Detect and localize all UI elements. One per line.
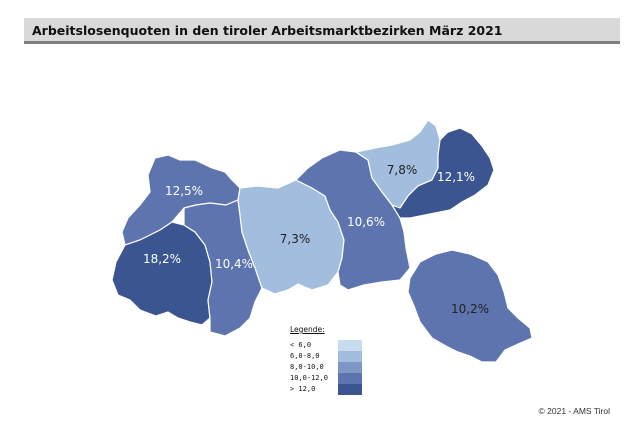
- title-bar: Arbeitslosenquoten in den tiroler Arbeit…: [24, 18, 620, 44]
- label-kufstein: 7,8%: [387, 163, 418, 177]
- label-schwaz: 10,6%: [347, 215, 385, 229]
- region-lienz[interactable]: [407, 249, 533, 363]
- legend-item: 10,0-12,0: [290, 373, 375, 384]
- copyright-text: © 2021 - AMS Tirol: [538, 406, 610, 416]
- legend-swatch: [338, 362, 362, 373]
- legend-item-label: 8,0-10,0: [290, 363, 324, 371]
- label-kitzbuehel: 12,1%: [437, 170, 475, 184]
- legend-item: < 6,0: [290, 340, 375, 351]
- legend-item: 6,0-8,0: [290, 351, 375, 362]
- label-innsbruck: 7,3%: [280, 232, 311, 246]
- legend-item-label: > 12,0: [290, 385, 316, 393]
- legend-swatch: [338, 351, 362, 362]
- label-lienz: 10,2%: [451, 302, 489, 316]
- page-title: Arbeitslosenquoten in den tiroler Arbeit…: [32, 23, 503, 38]
- legend-item-label: < 6,0: [290, 341, 312, 349]
- label-reutte: 12,5%: [165, 184, 203, 198]
- label-landeck: 18,2%: [143, 252, 181, 266]
- legend-title: Legende:: [290, 325, 325, 334]
- legend-swatch: [338, 373, 362, 384]
- region-kitzbuehel[interactable]: [390, 127, 495, 219]
- legend-item-label: 6,0-8,0: [290, 352, 320, 360]
- region-landeck[interactable]: [111, 221, 213, 326]
- legend-swatch: [338, 384, 362, 395]
- legend-item-label: 10,0-12,0: [290, 374, 328, 382]
- legend-item: > 12,0: [290, 384, 375, 395]
- map-legend: Legende: < 6,0 6,0-8,0 8,0-10,0 10,0-12,…: [290, 325, 375, 395]
- legend-swatch: [338, 340, 362, 351]
- legend-item: 8,0-10,0: [290, 362, 375, 373]
- label-imst: 10,4%: [215, 257, 253, 271]
